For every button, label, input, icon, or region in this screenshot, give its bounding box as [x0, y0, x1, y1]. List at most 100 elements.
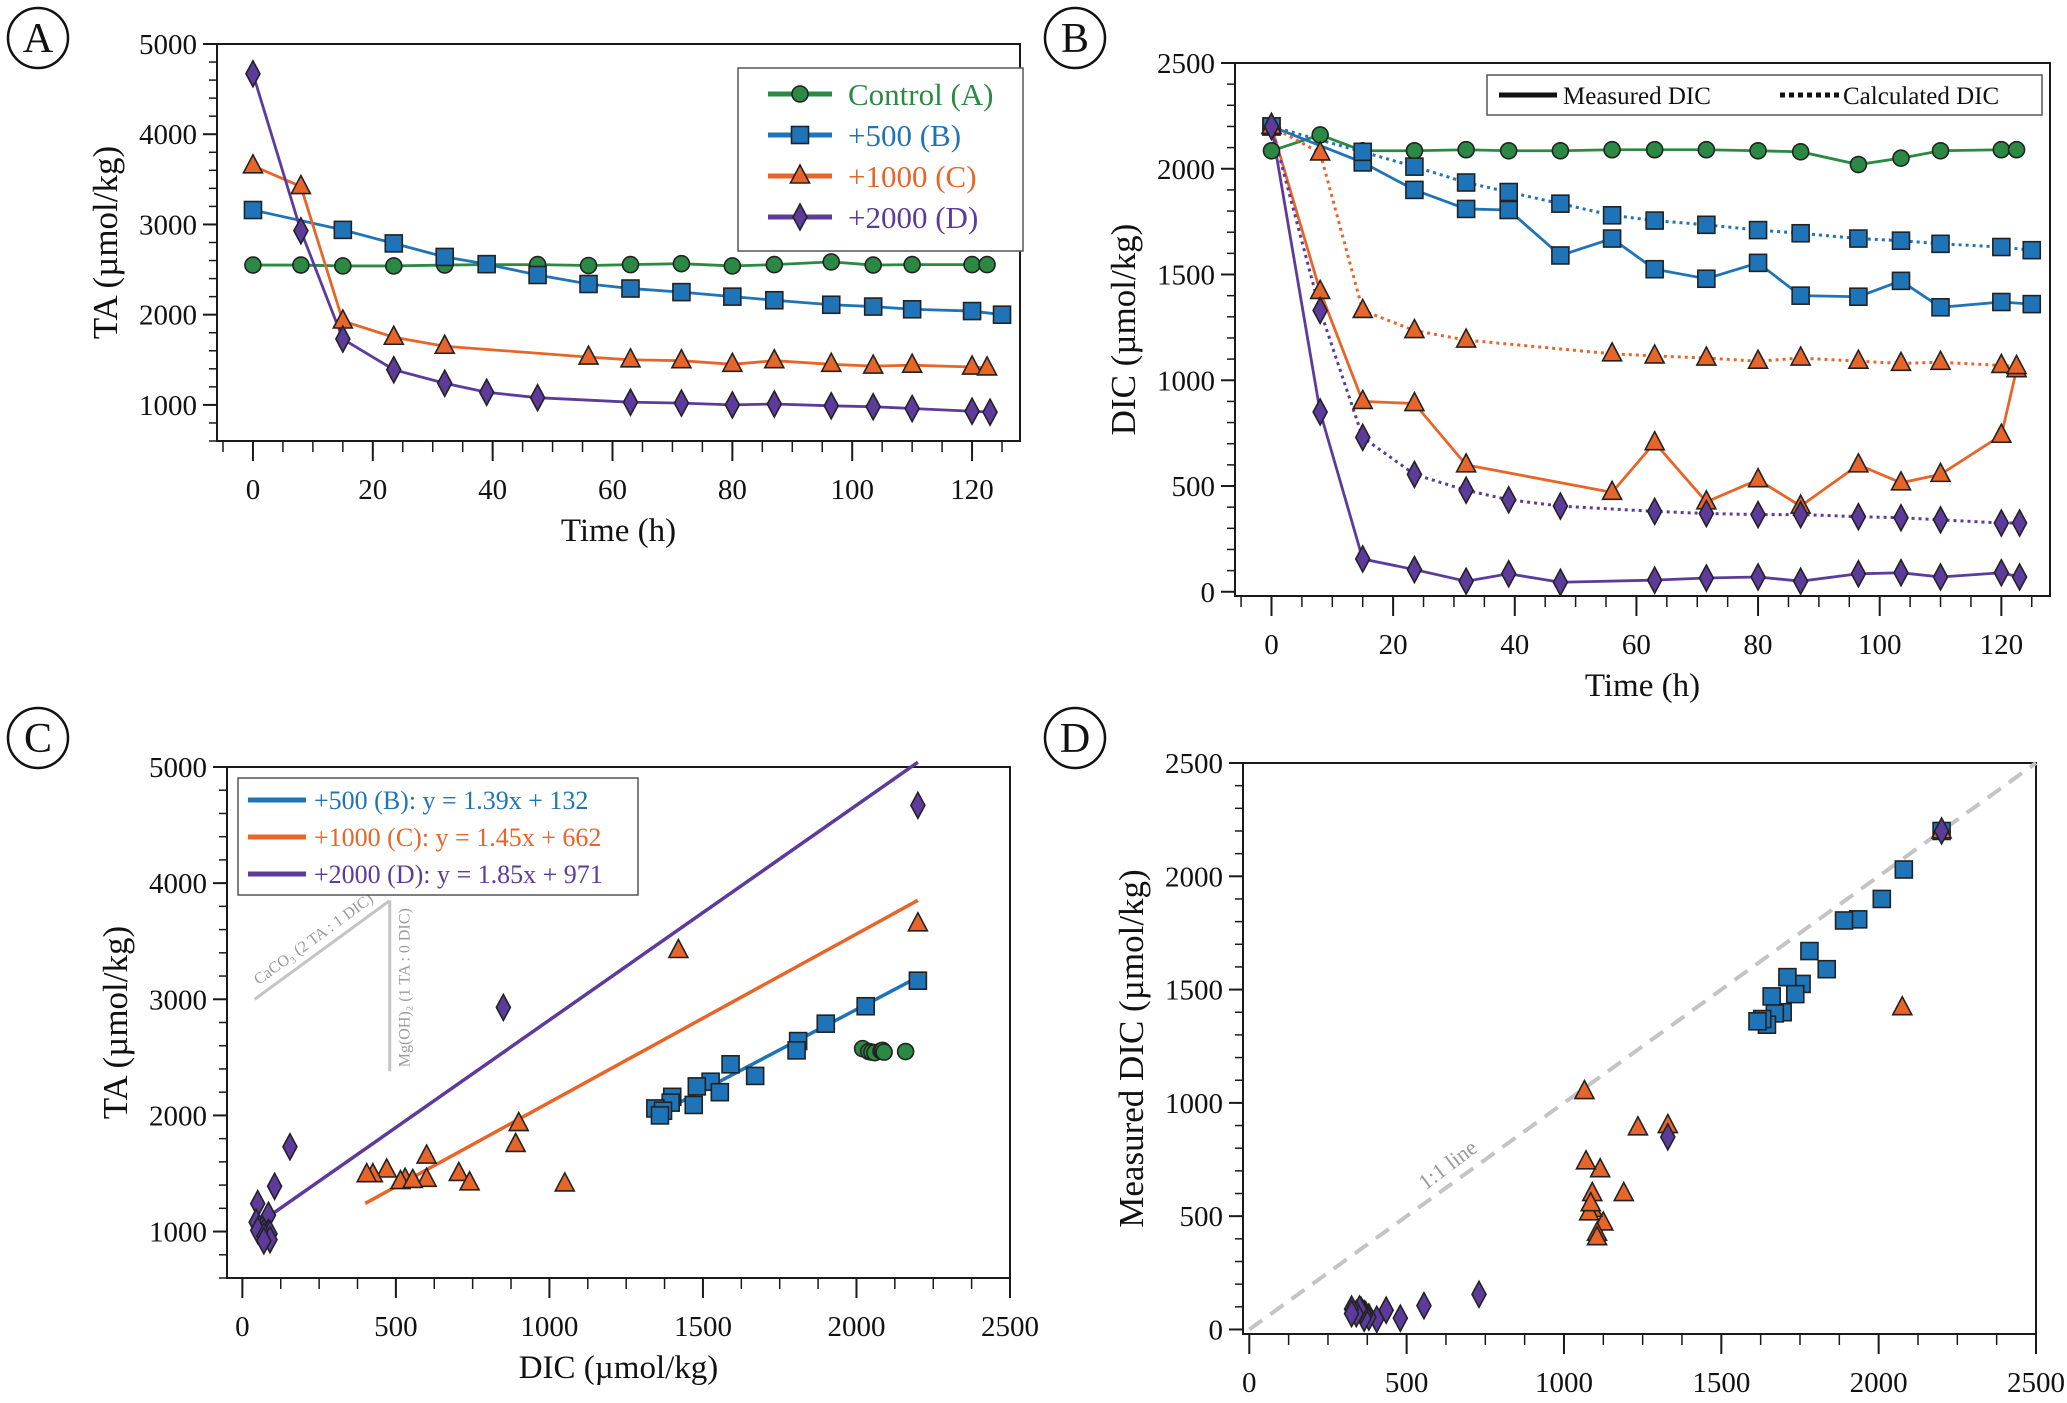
data-point-c1000	[907, 911, 929, 932]
data-point-c1000	[1586, 1224, 1608, 1246]
data-point-control	[896, 1042, 915, 1061]
data-point-c1000	[458, 1170, 481, 1191]
data-point-d2000	[1850, 559, 1867, 589]
panel-d: D 0 500 1000 1500 2000 2500 0 500 1000 1500 2000 250…	[1043, 706, 2065, 1399]
y-axis-label: TA (µmol/kg)	[96, 926, 135, 1119]
data-point-b500	[477, 254, 496, 274]
legend-marker-d2000	[792, 202, 808, 232]
data-point-control	[723, 257, 742, 275]
data-point-c1000	[504, 1131, 527, 1153]
data-point-d2000	[1406, 554, 1423, 585]
data-point-c1000	[670, 347, 693, 369]
y-tick-label: 1000	[1157, 365, 1215, 397]
series-line-d2000	[1270, 126, 2020, 584]
data-point-d2000	[1416, 1290, 1432, 1321]
data-point-c1000	[1573, 1078, 1596, 1100]
x-tick-label: 2500	[2007, 1367, 2065, 1399]
data-point-control	[244, 256, 262, 274]
data-point-b500	[1992, 292, 2011, 312]
data-point-control	[1551, 141, 1570, 160]
data-point-b500	[1697, 269, 1716, 289]
data-point-b500	[1849, 229, 1868, 248]
data-point-b500	[1456, 199, 1476, 219]
data-point-control	[765, 255, 784, 274]
legend-label: +2000 (D): y = 1.85x + 971	[314, 860, 603, 889]
data-point-b500	[908, 971, 928, 990]
legend-box	[737, 67, 1024, 252]
data-point-c1000	[1643, 343, 1666, 364]
data-point-c1000	[355, 1161, 378, 1183]
data-point-b500	[863, 297, 883, 316]
data-point-c1000	[1847, 452, 1870, 473]
x-tick-label: 80	[718, 474, 747, 506]
data-point-c1000	[619, 347, 642, 368]
data-point-c1000	[1789, 345, 1812, 366]
data-point-control	[1892, 149, 1910, 167]
data-point-b500	[1791, 223, 1810, 243]
data-point-b500	[1645, 211, 1664, 230]
data-point-b500	[1800, 941, 1819, 961]
data-point-b500	[765, 290, 784, 310]
data-point-c1000	[507, 1110, 530, 1132]
y-tick-label: 1000	[139, 390, 197, 422]
data-point-d2000	[865, 392, 882, 422]
data-point-control	[1499, 141, 1518, 160]
x-tick-label: 1500	[1692, 1367, 1750, 1399]
panel-b: B 0 500 1000 1500 2000 2500 0 20 40 60 80 100 120 Time…	[1043, 6, 2051, 704]
x-tick-label: 40	[478, 474, 507, 506]
data-point-c1000	[961, 354, 983, 375]
data-point-d2000	[2011, 562, 2028, 592]
data-point-c1000	[901, 352, 923, 374]
data-point-c1000	[2005, 353, 2028, 375]
x-axis-label: Time (h)	[1585, 668, 1700, 704]
data-point-b500	[435, 247, 455, 267]
data-point-c1000	[667, 937, 690, 959]
panel-label: C	[24, 716, 52, 762]
data-point-d2000	[1471, 1279, 1487, 1310]
data-point-c1000	[820, 351, 843, 373]
data-point-b500	[856, 996, 875, 1016]
data-point-d2000	[1993, 508, 2010, 538]
panel-label: D	[1060, 716, 1090, 762]
data-point-d2000	[673, 388, 690, 418]
one-to-one-line	[1248, 761, 2038, 1332]
data-point-d2000	[1458, 475, 1475, 505]
data-point-d2000	[2011, 508, 2028, 538]
data-point-d2000	[1659, 1122, 1676, 1152]
data-point-b500	[1785, 984, 1805, 1004]
data-point-d2000	[1263, 111, 1280, 142]
data-point-d2000	[1933, 816, 1950, 846]
data-point-d2000	[1932, 562, 1949, 592]
data-point-c1000	[1695, 345, 1718, 366]
data-point-control	[822, 253, 841, 271]
data-point-c1000	[1929, 349, 1952, 371]
data-point-control	[875, 1043, 893, 1061]
stoichiometry-line	[253, 899, 391, 1001]
data-point-c1000	[433, 333, 456, 355]
data-point-control	[1645, 140, 1664, 159]
plot-frame	[1234, 62, 2051, 597]
data-point-d2000	[1312, 295, 1329, 326]
y-tick-label: 5000	[139, 29, 197, 61]
data-point-c1000	[1579, 1190, 1602, 1212]
data-point-c1000	[1643, 429, 1666, 451]
data-point-d2000	[1552, 491, 1569, 521]
data-point-b500	[1499, 182, 1518, 202]
x-tick-label: 100	[830, 474, 874, 506]
data-point-c1000	[721, 351, 744, 373]
data-point-c1000	[415, 1143, 438, 1164]
data-point-control	[1791, 143, 1810, 161]
data-point-c1000	[1403, 390, 1426, 412]
data-point-d2000	[1500, 485, 1517, 515]
data-point-b500	[687, 1077, 707, 1096]
data-point-b500	[962, 301, 982, 321]
data-point-c1000	[1455, 327, 1477, 348]
data-point-c1000	[577, 344, 600, 365]
data-point-control	[1697, 140, 1716, 159]
legend-marker-b500	[790, 125, 810, 145]
data-point-b500	[1551, 246, 1570, 265]
x-tick-label: 20	[358, 474, 387, 506]
x-tick-label: 120	[950, 474, 994, 506]
x-tick-label: 60	[598, 474, 627, 506]
data-point-c1000	[1747, 348, 1769, 370]
